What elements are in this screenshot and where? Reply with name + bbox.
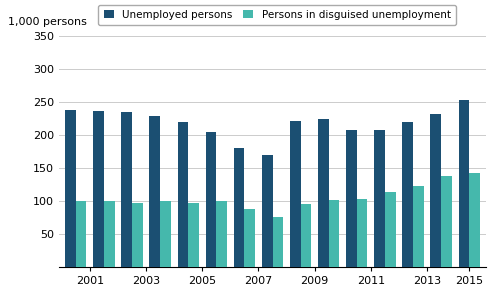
Bar xyxy=(413,186,424,267)
Bar xyxy=(178,122,188,267)
Bar xyxy=(132,204,143,267)
Bar xyxy=(374,131,385,267)
Bar xyxy=(346,130,357,267)
Bar xyxy=(262,155,273,267)
Bar xyxy=(402,122,413,267)
Bar xyxy=(65,110,76,267)
Bar xyxy=(385,191,396,267)
Legend: Unemployed persons, Persons in disguised unemployment: Unemployed persons, Persons in disguised… xyxy=(98,5,456,25)
Bar xyxy=(290,121,300,267)
Bar xyxy=(149,116,160,267)
Bar xyxy=(459,100,469,267)
Bar xyxy=(121,112,132,267)
Bar xyxy=(469,172,480,267)
Bar xyxy=(357,199,367,267)
Bar xyxy=(273,217,283,267)
Bar xyxy=(76,201,86,267)
Bar xyxy=(431,114,441,267)
Bar xyxy=(300,204,311,267)
Bar xyxy=(160,201,171,267)
Bar xyxy=(188,204,199,267)
Bar xyxy=(206,132,217,267)
Bar xyxy=(234,148,245,267)
Bar xyxy=(245,209,255,267)
Bar xyxy=(328,200,339,267)
Bar xyxy=(104,201,114,267)
Text: 1,000 persons: 1,000 persons xyxy=(8,17,86,27)
Bar xyxy=(217,201,227,267)
Bar xyxy=(441,176,452,267)
Bar xyxy=(318,119,328,267)
Bar xyxy=(93,112,104,267)
